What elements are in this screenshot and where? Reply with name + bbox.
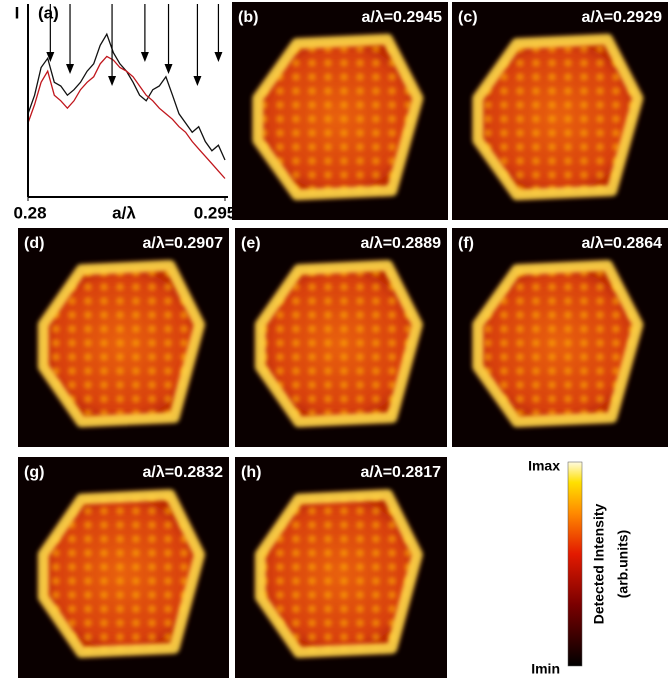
panel-label: (g) xyxy=(24,464,44,481)
image-panel: (c) a/λ=0.2929 xyxy=(452,2,668,220)
panel-wavelength: a/λ=0.2864 xyxy=(581,235,662,252)
marker-arrowhead xyxy=(165,64,173,74)
colorbar-max: Imax xyxy=(528,458,560,474)
panel-label: (d) xyxy=(24,235,44,252)
data-line xyxy=(28,34,225,160)
line-chart: 0.28 0.295 a/λ I (a) xyxy=(13,3,236,222)
colorbar-scale xyxy=(568,462,582,666)
data-line xyxy=(28,56,225,178)
x-tick-label: 0.295 xyxy=(194,203,237,222)
marker-arrowhead xyxy=(214,52,222,62)
marker-arrowhead xyxy=(46,52,54,62)
image-panel: (d) a/λ=0.2907 xyxy=(18,228,229,447)
colorbar: Imax Imin Detected Intensity (arb.units) xyxy=(528,458,631,677)
x-tick-label: 0.28 xyxy=(13,203,46,222)
image-panel: (h) a/λ=0.2817 xyxy=(235,457,447,678)
panel-label: (e) xyxy=(241,235,261,252)
image-panel: (f) a/λ=0.2864 xyxy=(452,228,668,447)
panel-wavelength: a/λ=0.2817 xyxy=(360,464,441,481)
panel-wavelength: a/λ=0.2929 xyxy=(581,9,662,26)
panel-label: (h) xyxy=(241,464,261,481)
y-axis-label: I xyxy=(15,3,20,22)
panel-label: (a) xyxy=(38,3,59,22)
panel-wavelength: a/λ=0.2945 xyxy=(361,9,442,26)
panel-label: (c) xyxy=(458,9,478,26)
x-axis-label: a/λ xyxy=(112,203,136,222)
marker-arrowhead xyxy=(141,52,149,62)
panel-wavelength: a/λ=0.2889 xyxy=(360,235,441,252)
image-panel: (g) a/λ=0.2832 xyxy=(18,457,229,678)
panel-wavelength: a/λ=0.2832 xyxy=(142,464,223,481)
marker-arrowhead xyxy=(108,76,116,86)
colorbar-unit: (arb.units) xyxy=(615,530,631,598)
marker-arrowhead xyxy=(193,76,201,86)
panel-label: (f) xyxy=(458,235,474,252)
panel-wavelength: a/λ=0.2907 xyxy=(142,235,223,252)
image-panel: (b) a/λ=0.2945 xyxy=(232,2,448,220)
marker-arrowhead xyxy=(66,64,74,74)
colorbar-title: Detected Intensity xyxy=(591,503,607,624)
image-panel: (e) a/λ=0.2889 xyxy=(235,228,447,447)
panel-label: (b) xyxy=(238,9,258,26)
figure: 0.28 0.295 a/λ I (a) (b) a/λ=0.2945 (c) a/λ=0.2… xyxy=(0,0,671,682)
colorbar-min: Imin xyxy=(531,661,560,677)
